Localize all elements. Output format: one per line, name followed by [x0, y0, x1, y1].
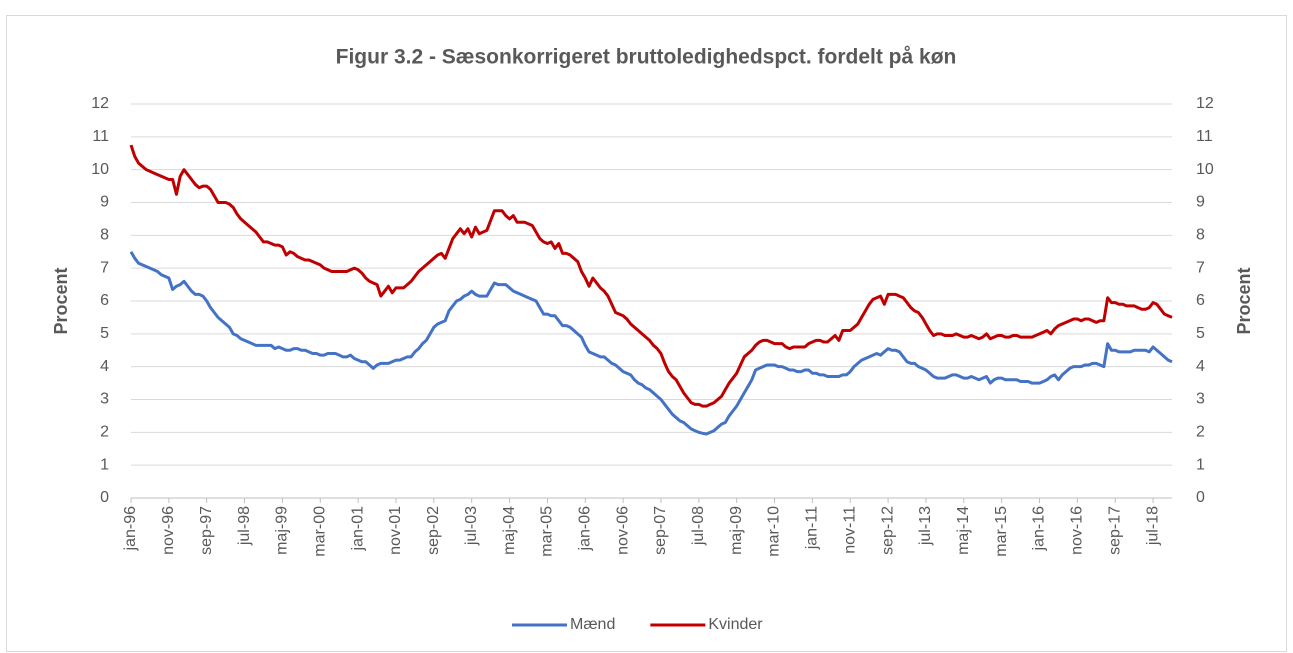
y2-tick-label: 7 [1196, 259, 1205, 276]
y2-tick-label: 3 [1196, 391, 1205, 408]
x-tick-label: jul-08 [690, 506, 707, 546]
x-tick-label: mar-00 [311, 506, 328, 557]
x-tick-label: jan-96 [122, 506, 139, 552]
legend-label: Mænd [570, 616, 615, 633]
x-tick-label: nov-06 [614, 506, 631, 555]
y-tick-label: 5 [100, 325, 109, 342]
x-tick-label: jul-98 [236, 506, 253, 546]
series-line [129, 144, 1173, 408]
legend-label: Kvinder [708, 616, 763, 633]
x-tick-label: sep-02 [425, 506, 442, 555]
y-tick-label: 9 [100, 194, 109, 211]
y-tick-label: 4 [100, 358, 109, 375]
x-tick-label: mar-15 [993, 506, 1010, 557]
y2-tick-label: 2 [1196, 424, 1205, 441]
y-tick-label: 3 [100, 391, 109, 408]
y2-axis-title: Procent [1234, 267, 1254, 334]
y-tick-label: 8 [100, 227, 109, 244]
x-tick-label: jan-06 [576, 506, 593, 552]
y2-tick-label: 10 [1196, 161, 1214, 178]
y2-tick-label: 12 [1196, 95, 1214, 112]
chart-title: Figur 3.2 - Sæsonkorrigeret bruttoledigh… [336, 46, 957, 69]
x-tick-label: sep-07 [652, 506, 669, 555]
x-tick-label: mar-05 [539, 506, 556, 557]
y-tick-label: 11 [92, 128, 109, 145]
x-tick-label: sep-97 [198, 506, 215, 555]
series-line [129, 251, 1173, 436]
y-tick-label: 0 [100, 489, 109, 506]
x-tick-label: nov-96 [160, 506, 177, 555]
x-tick-label: sep-17 [1106, 506, 1123, 555]
x-tick-label: maj-99 [274, 506, 291, 555]
x-tick-label: nov-01 [387, 506, 404, 555]
y2-tick-label: 4 [1196, 358, 1205, 375]
x-tick-label: maj-04 [501, 506, 518, 555]
y-tick-label: 6 [100, 292, 109, 309]
x-tick-label: nov-11 [841, 506, 858, 554]
x-tick-label: jul-18 [1144, 506, 1161, 546]
y-axis-title: Procent [51, 267, 71, 334]
y-tick-label: 10 [91, 161, 109, 178]
y-tick-label: 7 [100, 259, 109, 276]
y-tick-label: 2 [100, 424, 109, 441]
x-tick-label: jul-13 [917, 506, 934, 546]
y2-tick-label: 11 [1196, 128, 1213, 145]
x-tick-label: nov-16 [1069, 506, 1086, 555]
y2-tick-label: 5 [1196, 325, 1205, 342]
y-tick-label: 1 [100, 456, 109, 473]
y2-tick-label: 1 [1196, 456, 1205, 473]
x-tick-label: sep-12 [879, 506, 896, 555]
y2-tick-label: 9 [1196, 194, 1205, 211]
y-tick-label: 12 [91, 95, 109, 112]
x-tick-label: jan-16 [1031, 506, 1048, 552]
y2-tick-label: 6 [1196, 292, 1205, 309]
y2-tick-label: 8 [1196, 227, 1205, 244]
y2-tick-label: 0 [1196, 489, 1205, 506]
x-tick-label: maj-14 [955, 506, 972, 555]
x-tick-label: maj-09 [728, 506, 745, 555]
x-tick-label: jan-11 [804, 506, 821, 550]
x-tick-label: jan-01 [349, 506, 366, 552]
x-tick-label: mar-10 [766, 506, 783, 557]
x-tick-label: jul-03 [463, 506, 480, 546]
